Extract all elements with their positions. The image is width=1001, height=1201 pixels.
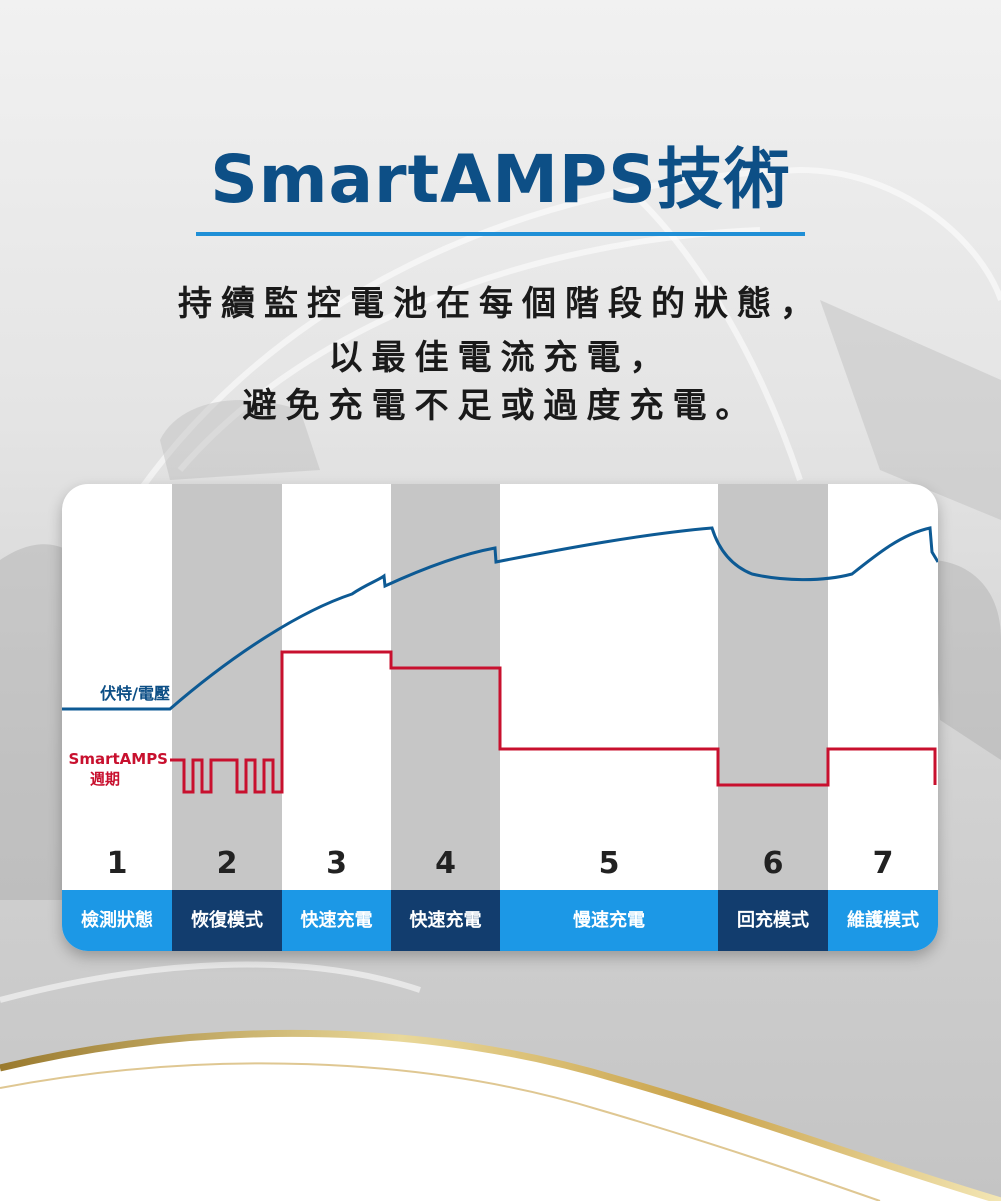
subtitle-line-1: 持續監控電池在每個階段的狀態， xyxy=(178,284,823,324)
smartamps-cycle-label: 週期 xyxy=(89,770,120,788)
stage-number-4: 4 xyxy=(435,846,456,881)
charging-stages-card: 伏特/電壓 SmartAMPS 週期 1 2 3 4 5 6 7 檢測狀態 恢復… xyxy=(62,484,938,951)
voltage-legend-label: 伏特/電壓 xyxy=(100,684,170,703)
stage-number-5: 5 xyxy=(598,846,620,881)
stage-number-7: 7 xyxy=(872,846,894,881)
stage-label-7: 維護模式 xyxy=(828,890,938,951)
stage-column-6 xyxy=(718,484,828,890)
stage-label-6: 回充模式 xyxy=(718,890,828,951)
stage-label-3: 快速充電 xyxy=(282,890,391,951)
stage-number-1: 1 xyxy=(106,846,128,881)
stage-label-2: 恢復模式 xyxy=(172,890,282,951)
title-underline xyxy=(196,232,805,236)
smartamps-pulse-line xyxy=(170,650,937,794)
stage-number-2: 2 xyxy=(216,846,238,881)
stage-number-3: 3 xyxy=(326,846,347,881)
subtitle-line-2: 以最佳電流充電， xyxy=(328,338,673,378)
stage-label-4: 快速充電 xyxy=(391,890,500,951)
smartamps-legend-label: SmartAMPS xyxy=(68,750,168,768)
stage-column-2 xyxy=(172,484,282,890)
stage-label-5: 慢速充電 xyxy=(500,890,718,951)
stage-number-6: 6 xyxy=(762,846,784,881)
subtitle-line-3: 避免充電不足或過度充電。 xyxy=(242,386,759,426)
voltage-curve xyxy=(62,526,938,711)
charging-curve-chart xyxy=(62,526,938,794)
stage-label-1: 檢測狀態 xyxy=(62,890,172,951)
page-title: SmartAMPS技術 xyxy=(210,141,791,218)
